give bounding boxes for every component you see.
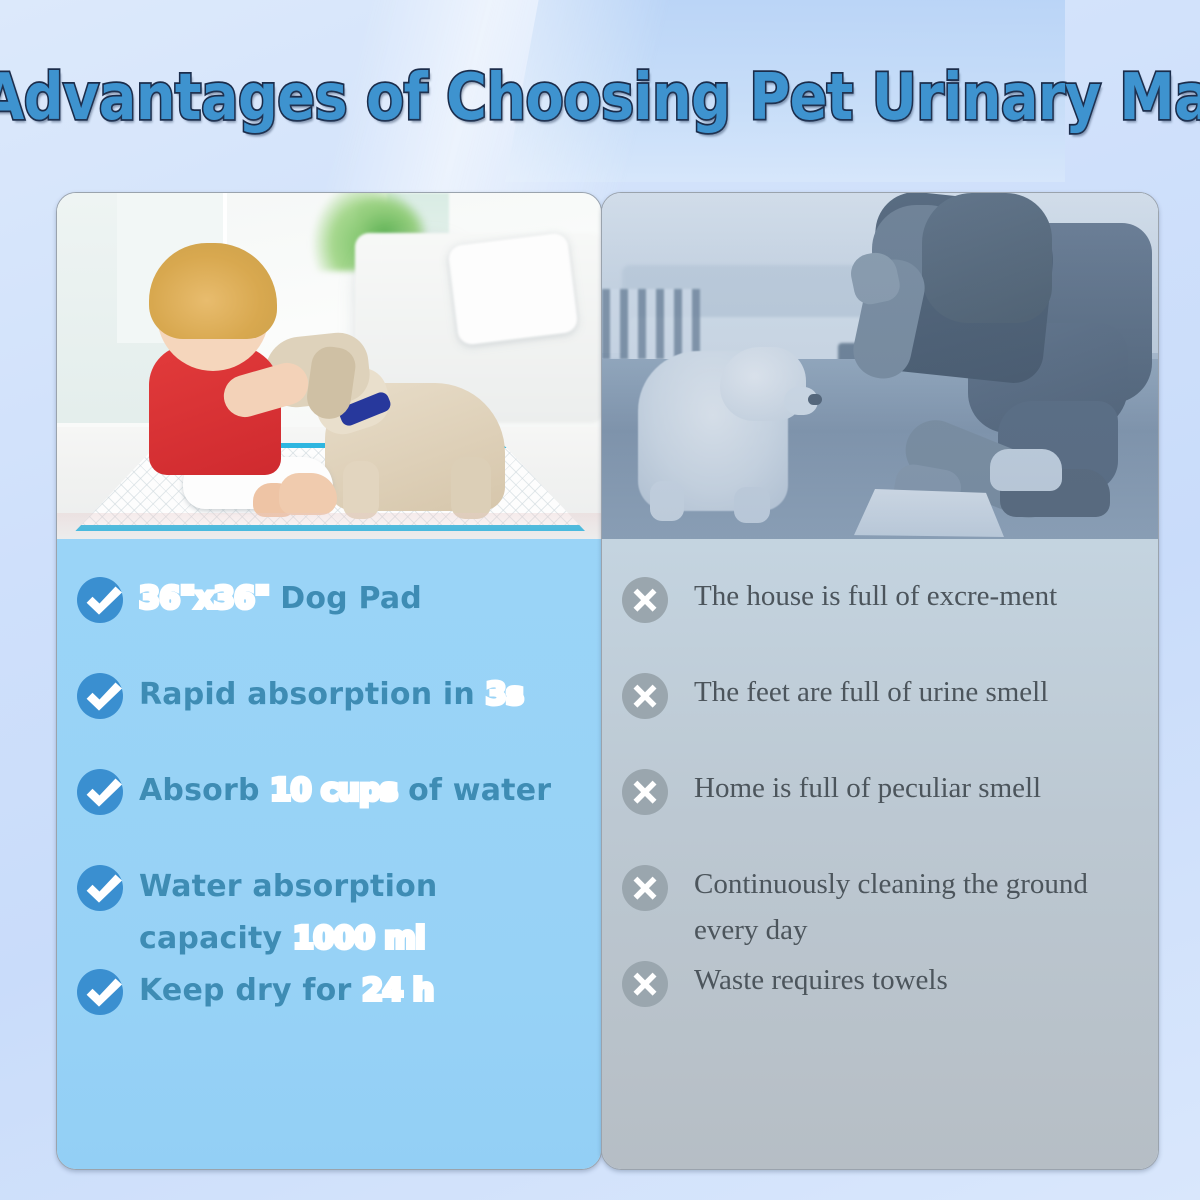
photo-cleaning-cloth — [854, 489, 1004, 537]
pros-panel: 36"x36" Dog Pad Rapid absorption in 3s Abs… — [57, 539, 601, 1169]
pros-highlight-value: 24 h — [360, 971, 436, 1010]
cross-circle-icon — [622, 865, 668, 911]
pros-plain-text: of water — [397, 773, 552, 808]
cons-list-item: Waste requires towels — [622, 957, 1140, 1053]
pros-photo — [57, 193, 601, 539]
pros-plain-text: capacity — [139, 921, 293, 956]
pros-list: 36"x36" Dog Pad Rapid absorption in 3s Abs… — [57, 539, 601, 1169]
cons-list: The house is full of excre-ment The feet … — [602, 539, 1158, 1169]
cross-circle-icon — [622, 673, 668, 719]
photo-poodle-front-leg — [650, 481, 684, 521]
photo-floor-reflection — [57, 513, 601, 539]
pros-plain-text: Dog Pad — [269, 581, 422, 616]
photo-blue-tint-overlay — [602, 193, 1158, 539]
cons-panel: The house is full of excre-ment The feet … — [602, 539, 1158, 1169]
photo-sofa-pillow — [447, 232, 579, 346]
photo-boy-hair — [149, 243, 277, 339]
cross-circle-icon — [622, 865, 668, 911]
check-circle-icon — [77, 577, 123, 623]
check-circle-icon — [77, 673, 123, 719]
photo-boy-foot — [279, 473, 337, 515]
cons-list-item: The house is full of excre-ment — [622, 573, 1140, 669]
photo-woman-hair — [922, 193, 1052, 323]
cons-list-item-text: Home is full of peculiar smell — [694, 772, 1042, 804]
pros-list-item: Keep dry for 24 h — [77, 965, 583, 1061]
pros-highlight-value: 1000 ml — [291, 919, 427, 958]
pros-plain-text: Absorb — [139, 773, 271, 808]
pros-column: 36"x36" Dog Pad Rapid absorption in 3s Abs… — [56, 192, 602, 1170]
check-circle-icon — [77, 969, 123, 1015]
photo-side-rack — [602, 289, 700, 359]
pros-list-item-text: Rapid absorption in 3s — [139, 669, 526, 721]
pros-list-item: Water absorption capacity 1000 ml — [77, 861, 583, 965]
cross-circle-icon — [622, 673, 668, 719]
page-title-wrapper: Advantages of Choosing Pet Urinary Mats — [0, 58, 1200, 136]
check-circle-icon — [77, 673, 123, 719]
page-title: Advantages of Choosing Pet Urinary Mats — [0, 58, 1200, 136]
cross-circle-icon — [622, 769, 668, 815]
cons-list-item: Home is full of peculiar smell — [622, 765, 1140, 861]
cons-list-item: Continuously cleaning the ground every d… — [622, 861, 1140, 957]
pros-list-item-text: Water absorption capacity 1000 ml — [139, 861, 437, 965]
pros-plain-text: Water absorption — [139, 869, 438, 904]
cross-circle-icon — [622, 961, 668, 1007]
photo-poodle-nose — [808, 394, 822, 405]
photo-poodle-hind-leg — [734, 487, 770, 523]
cross-circle-icon — [622, 577, 668, 623]
cross-circle-icon — [622, 577, 668, 623]
check-circle-icon — [77, 969, 123, 1015]
photo-woman-sock — [990, 449, 1062, 491]
pros-list-item-text: Absorb 10 cups of water — [139, 765, 551, 817]
photo-dog-front-leg — [343, 461, 379, 519]
cons-column: The house is full of excre-ment The feet … — [601, 192, 1159, 1170]
cons-list-item-text: Continuously cleaning the ground every d… — [694, 868, 1088, 946]
pros-highlight-value: 3s — [484, 675, 526, 714]
cons-list-item: The feet are full of urine smell — [622, 669, 1140, 765]
check-circle-icon — [77, 577, 123, 623]
pros-list-item: Absorb 10 cups of water — [77, 765, 583, 861]
pros-highlight-value: 10 cups — [268, 771, 400, 810]
photo-dog-hind-leg — [451, 457, 491, 519]
cons-list-item-text: The feet are full of urine smell — [694, 676, 1049, 708]
pros-list-item: 36"x36" Dog Pad — [77, 573, 583, 669]
check-circle-icon — [77, 769, 123, 815]
check-circle-icon — [77, 865, 123, 911]
cons-list-item-text: The house is full of excre-ment — [694, 580, 1058, 612]
cons-list-item-text: Waste requires towels — [694, 964, 948, 996]
cross-circle-icon — [622, 769, 668, 815]
pros-highlight-value: 36"x36" — [137, 579, 272, 618]
cross-circle-icon — [622, 961, 668, 1007]
pros-plain-text: Keep dry for — [139, 973, 363, 1008]
cons-photo — [602, 193, 1158, 539]
pros-list-item-text: Keep dry for 24 h — [139, 965, 436, 1017]
check-circle-icon — [77, 769, 123, 815]
pros-plain-text: Rapid absorption in — [139, 677, 486, 712]
pros-list-item-text: 36"x36" Dog Pad — [137, 573, 422, 625]
check-circle-icon — [77, 865, 123, 911]
pros-list-item: Rapid absorption in 3s — [77, 669, 583, 765]
